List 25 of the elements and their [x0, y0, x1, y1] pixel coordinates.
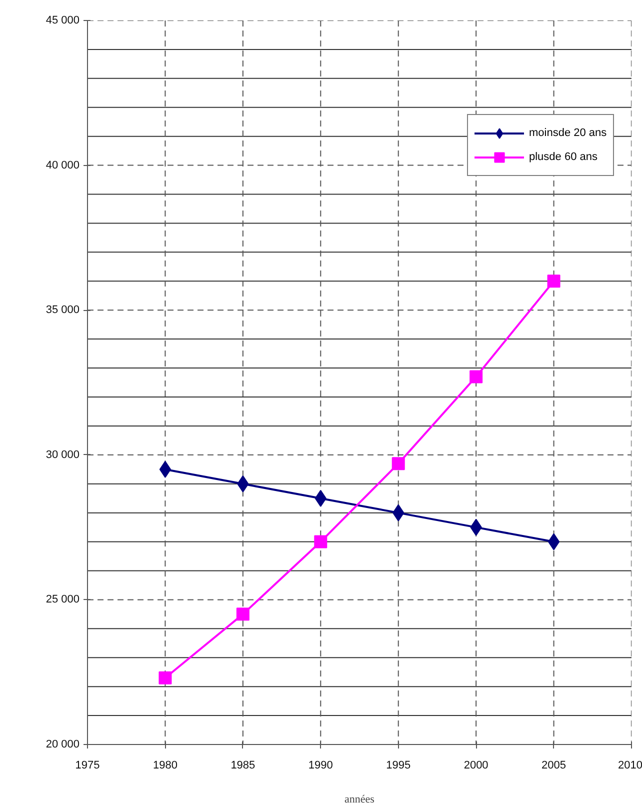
y-tick-label: 30 000: [46, 448, 80, 461]
point: [548, 533, 560, 550]
x-tick-label: 1995: [386, 760, 411, 772]
point: [547, 274, 560, 288]
x-axis-title: années: [344, 794, 374, 806]
legend-label: plusde 60 ans: [529, 151, 598, 163]
x-tick-label: 1990: [308, 760, 333, 772]
y-tick-label: 20 000: [46, 738, 80, 750]
y-tick-label: 35 000: [46, 304, 80, 316]
legend-label: moinsde 20 ans: [529, 127, 607, 139]
x-tick-label: 2010: [618, 760, 642, 772]
y-tick-label: 40 000: [46, 159, 80, 172]
x-tick-label: 1980: [152, 760, 178, 772]
point: [392, 457, 405, 470]
point: [159, 460, 172, 478]
point: [314, 535, 328, 548]
point: [236, 608, 250, 621]
x-tick-label: 2000: [464, 760, 488, 772]
y-tick-label: 45 000: [46, 14, 80, 26]
y-tick-label: 25 000: [46, 594, 80, 606]
x-tick-label: 2005: [542, 760, 566, 772]
point: [470, 370, 483, 384]
point: [158, 671, 172, 684]
x-tick-label: 1985: [230, 760, 256, 772]
x-tick-label: 1975: [75, 760, 100, 772]
